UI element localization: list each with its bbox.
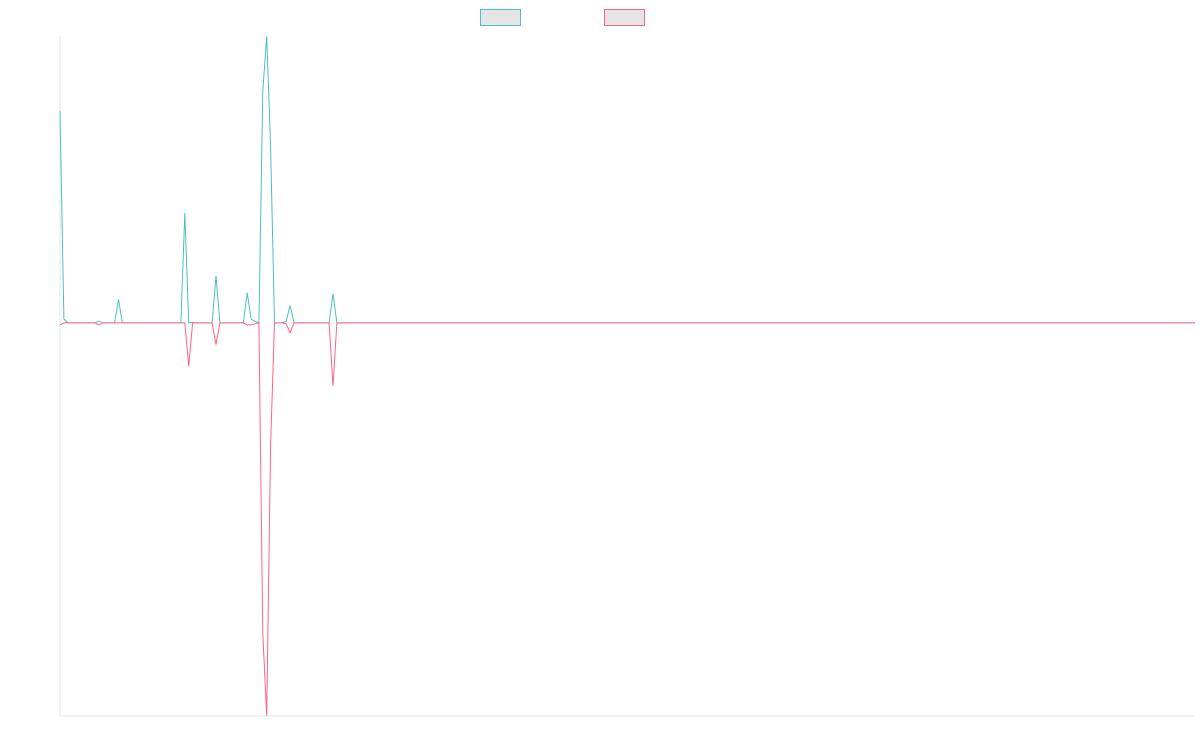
- legend-swatch-1[interactable]: [480, 9, 521, 26]
- legend-swatch-2[interactable]: [604, 9, 645, 26]
- series-layer: [59, 35, 1195, 717]
- legend: [480, 9, 645, 26]
- axes: [59, 36, 1195, 717]
- series-line-2: [59, 322, 1195, 717]
- series-line-1: [59, 35, 1195, 324]
